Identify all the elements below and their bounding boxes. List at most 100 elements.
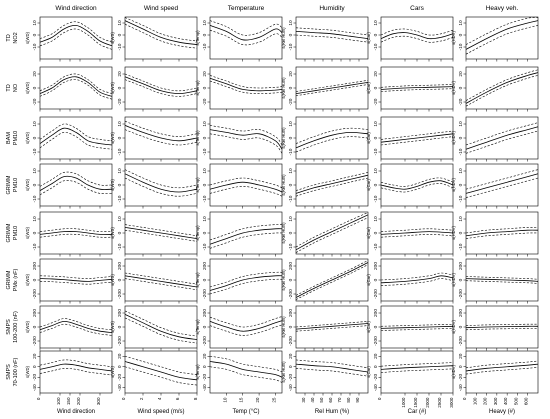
x-tick-label: 0 (36, 397, 41, 400)
row-label-pollutant: 70-100 (nF) (13, 357, 19, 386)
panel-frame (295, 116, 369, 160)
y-tick-label: 10 (117, 216, 123, 222)
y-tick-label: 10 (373, 216, 379, 222)
y-axis-label: s(HDV) (451, 81, 456, 95)
panel-frame (380, 211, 454, 255)
x-tick-label: 2500 (437, 397, 442, 408)
y-axis-label: s(Car) (366, 32, 371, 44)
y-tick-label: 0 (32, 365, 38, 368)
x-axis-label: Temp (°C) (232, 409, 259, 415)
y-tick-label: -20 (202, 373, 208, 380)
y-tick-label: 0 (458, 365, 464, 368)
lower-confidence-line (124, 23, 198, 49)
lower-confidence-line (380, 35, 454, 43)
upper-confidence-line (380, 323, 454, 327)
y-tick-label: 0 (373, 325, 379, 328)
lower-confidence-line (124, 278, 198, 291)
y-axis-label: s(WS) (110, 132, 115, 144)
lower-confidence-line (209, 278, 283, 295)
smooth-fit-line (39, 231, 113, 235)
y-tick-label: 0 (32, 325, 38, 328)
upper-confidence-line (39, 21, 113, 43)
smooth-fit-line (465, 126, 539, 150)
y-tick-label: -20 (288, 98, 294, 105)
upper-confidence-line (124, 272, 198, 285)
y-tick-label: 0 (117, 231, 123, 234)
y-tick-label: 10 (458, 20, 464, 26)
lower-confidence-line (209, 80, 283, 94)
y-tick-label: -10 (202, 43, 208, 50)
panel-frame (39, 116, 113, 160)
upper-confidence-line (39, 228, 113, 233)
y-tick-label: 0 (117, 278, 123, 281)
y-tick-label: -10 (458, 43, 464, 50)
upper-confidence-line (380, 362, 454, 367)
y-tick-label: 10 (202, 216, 208, 222)
y-tick-label: 0 (373, 136, 379, 139)
upper-confidence-line (295, 359, 369, 369)
y-axis-label: s(WD) (25, 178, 30, 190)
y-tick-label: 200 (202, 309, 208, 317)
upper-confidence-line (209, 75, 283, 89)
lower-confidence-line (39, 281, 113, 285)
y-tick-label: 10 (32, 216, 38, 222)
panel-frame (465, 66, 539, 110)
y-tick-label: 0 (32, 136, 38, 139)
y-tick-label: 0 (32, 33, 38, 36)
x-tick-label: 1500 (413, 397, 418, 408)
smooth-fit-line (124, 20, 198, 45)
y-tick-label: 200 (373, 309, 379, 317)
panel-frame (465, 163, 539, 207)
panel-frame (209, 258, 283, 302)
y-tick-label: -20 (117, 98, 123, 105)
row-label-pollutant: NO (13, 83, 19, 92)
lower-confidence-line (124, 366, 198, 386)
lower-confidence-line (295, 368, 369, 377)
y-axis-label: s(Rel Hum) (281, 127, 286, 149)
y-tick-label: 0 (117, 86, 123, 89)
y-tick-label: -200 (117, 336, 123, 346)
smooth-fit-line (295, 131, 369, 149)
x-tick-label: 0 (462, 397, 467, 400)
y-tick-label: -200 (117, 289, 123, 299)
lower-confidence-line (465, 280, 539, 284)
x-axis-label: Rel Hum (%) (315, 409, 349, 415)
panel-frame (209, 163, 283, 207)
y-tick-label: 0 (117, 136, 123, 139)
y-tick-label: 20 (32, 71, 38, 77)
smooth-fit-line (295, 82, 369, 94)
y-tick-label: -10 (117, 43, 123, 50)
x-tick-label: 25 (271, 397, 276, 403)
y-tick-label: -200 (202, 336, 208, 346)
panel-frame (39, 16, 113, 60)
y-tick-label: 200 (373, 262, 379, 270)
y-tick-label: -200 (32, 289, 38, 299)
smooth-fit-line (465, 72, 539, 104)
y-axis-label: s(Rel Hum) (281, 316, 286, 338)
y-tick-label: -40 (288, 384, 294, 391)
row-label-instrument: GRIMM (6, 223, 12, 242)
upper-confidence-line (465, 276, 539, 280)
y-axis-label: s(Temp) (195, 30, 200, 46)
y-tick-label: 0 (458, 325, 464, 328)
y-tick-label: 10 (117, 20, 123, 26)
y-tick-label: 10 (288, 216, 294, 222)
lower-confidence-line (39, 367, 113, 376)
y-axis-label: s(Car) (366, 321, 371, 333)
smooth-fit-line (209, 129, 283, 150)
y-tick-label: -10 (32, 148, 38, 155)
y-tick-label: -10 (117, 243, 123, 250)
upper-confidence-line (39, 359, 113, 368)
y-tick-label: 0 (458, 33, 464, 36)
column-header: Humidity (319, 5, 345, 12)
upper-confidence-line (380, 28, 454, 36)
upper-confidence-line (39, 123, 113, 142)
y-axis-label: s(Temp) (195, 364, 200, 380)
x-tick-label: 100 (472, 397, 477, 405)
upper-confidence-line (295, 27, 369, 36)
y-axis-label: s(WD) (25, 273, 30, 285)
lower-confidence-line (209, 324, 283, 336)
lower-confidence-line (380, 278, 454, 286)
y-tick-label: -10 (202, 243, 208, 250)
lower-confidence-line (209, 133, 283, 154)
